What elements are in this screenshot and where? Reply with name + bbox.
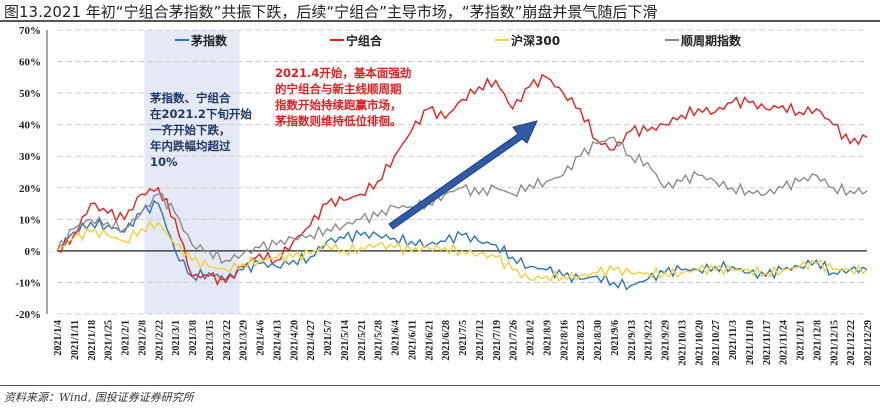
- x-tick-label: 2021/3/15: [205, 320, 216, 361]
- bottom-rule: [0, 385, 880, 386]
- figure-title: 图13.2021 年初“宁组合茅指数”共振下跌，后续“宁组合”主导市场，“茅指数…: [4, 3, 658, 21]
- x-tick-label: 2021/6/28: [441, 320, 452, 361]
- x-tick-label: 2021/12/15: [829, 320, 840, 366]
- x-tick-label: 2021/3/8: [188, 320, 199, 356]
- annotation-line: 的宁组合与新主线顺周期: [275, 82, 402, 96]
- x-tick-label: 2021/8/2: [526, 320, 537, 356]
- x-tick-label: 2021/7/26: [509, 320, 520, 361]
- annotation-line: 年内跌幅均超过: [150, 139, 231, 153]
- legend-label: 沪深300: [511, 33, 560, 48]
- x-tick-label: 2021/2/8: [137, 320, 148, 356]
- x-tick-label: 2021/10/20: [694, 320, 705, 366]
- x-tick-label: 2021/12/22: [846, 320, 857, 366]
- y-tick-label: 0%: [25, 246, 42, 258]
- x-tick-label: 2021/6/4: [391, 320, 402, 356]
- x-tick-label: 2021/7/12: [475, 320, 486, 361]
- top-rule: [0, 20, 880, 22]
- x-tick-label: 2021/1/25: [104, 320, 115, 361]
- x-tick-label: 2021/8/16: [559, 320, 570, 361]
- x-tick-label: 2021/7/5: [458, 320, 469, 356]
- annotation-line: 在2021.2下旬开始: [150, 107, 252, 121]
- x-tick-label: 2021/10/13: [677, 320, 688, 366]
- legend-label: 茅指数: [191, 33, 228, 48]
- x-tick-label: 2021/8/9: [542, 320, 553, 356]
- y-tick-label: 70%: [19, 25, 41, 37]
- x-tick-label: 2021/9/6: [610, 320, 621, 356]
- x-tick-label: 2021/4/27: [306, 320, 317, 361]
- y-tick-label: 30%: [19, 151, 41, 163]
- y-tick-label: 10%: [19, 214, 41, 226]
- x-tick-label: 2021/1/4: [53, 320, 64, 356]
- x-tick-label: 2021/6/11: [407, 320, 418, 360]
- x-tick-label: 2021/12/1: [796, 320, 807, 361]
- x-tick-label: 2021/2/1: [121, 320, 132, 356]
- x-tick-label: 2021/3/22: [222, 320, 233, 361]
- annotation-line: 茅指数、宁组合: [150, 91, 231, 105]
- highlight-band: [144, 30, 240, 314]
- y-tick-label: 50%: [19, 88, 41, 100]
- x-tick-label: 2021/11/17: [762, 320, 773, 365]
- annotation-right: 2021.4开始，基本面强劲 的宁组合与新主线顺周期 指数开始持续跑赢市场， 茅…: [275, 65, 450, 129]
- source-note: 资料来源：Wind, 国投证券证券研究所: [4, 391, 194, 404]
- y-tick-label: 60%: [19, 57, 41, 69]
- x-tick-label: 2021/4/13: [272, 320, 283, 361]
- x-tick-label: 2021/3/1: [171, 320, 182, 356]
- series-line-2: [56, 219, 868, 283]
- annotation-left: 茅指数、宁组合 在2021.2下旬开始 一齐开始下跌， 年内跌幅均超过 10%: [150, 90, 260, 170]
- x-tick-label: 2021/8/30: [593, 320, 604, 361]
- x-tick-label: 2021/5/28: [374, 320, 385, 361]
- x-tick-label: 2021/8/23: [576, 320, 587, 361]
- x-tick-label: 2021/12/8: [812, 320, 823, 361]
- series-line-1: [56, 73, 868, 286]
- y-tick-label: -10%: [15, 277, 41, 289]
- y-tick-label: -20%: [15, 309, 41, 321]
- y-tick-label: 40%: [19, 120, 41, 132]
- legend-label: 宁组合: [346, 33, 383, 48]
- x-tick-label: 2021/7/19: [492, 320, 503, 361]
- x-tick-label: 2021/12/29: [863, 320, 874, 366]
- x-tick-label: 2021/5/21: [357, 320, 368, 361]
- x-tick-label: 2021/5/14: [340, 320, 351, 361]
- annotation-line: 一齐开始下跌，: [150, 123, 231, 137]
- x-tick-label: 2021/1/11: [70, 320, 81, 360]
- line-chart: -20% -10% 0% 10% 20% 30% 40% 50% 60% 70% 2021/1/4 2…: [15, 25, 874, 366]
- x-tick-label: 2021/10/27: [711, 320, 722, 366]
- legend-label: 顺周期指数: [681, 33, 742, 48]
- x-tick-label: 2021/4/20: [289, 320, 300, 361]
- x-tick-label: 2021/9/29: [661, 320, 672, 361]
- annotation-line: 茅指数则维持低位徘徊。: [275, 114, 402, 128]
- y-tick-label: 20%: [19, 183, 41, 195]
- trend-arrow: [388, 120, 538, 230]
- annotation-line: 2021.4开始，基本面强劲: [275, 66, 412, 80]
- x-tick-label: 2021/4/6: [256, 320, 267, 356]
- x-tick-label: 2021/3/29: [239, 320, 250, 361]
- series-line-3: [56, 136, 868, 265]
- x-tick-label: 2021/5/7: [323, 320, 334, 356]
- x-tick-label: 2021/6/21: [424, 320, 435, 361]
- x-tick-label: 2021/2/22: [154, 320, 165, 361]
- x-tick-label: 2021/11/3: [728, 320, 739, 360]
- x-tick-label: 2021/1/18: [87, 320, 98, 361]
- x-tick-label: 2021/9/13: [627, 320, 638, 361]
- annotation-line: 指数开始持续跑赢市场，: [275, 98, 402, 112]
- annotation-line: 10%: [150, 155, 178, 169]
- x-tick-label: 2021/11/10: [745, 320, 756, 365]
- x-tick-label: 2021/11/24: [779, 320, 790, 365]
- x-tick-label: 2021/9/22: [644, 320, 655, 361]
